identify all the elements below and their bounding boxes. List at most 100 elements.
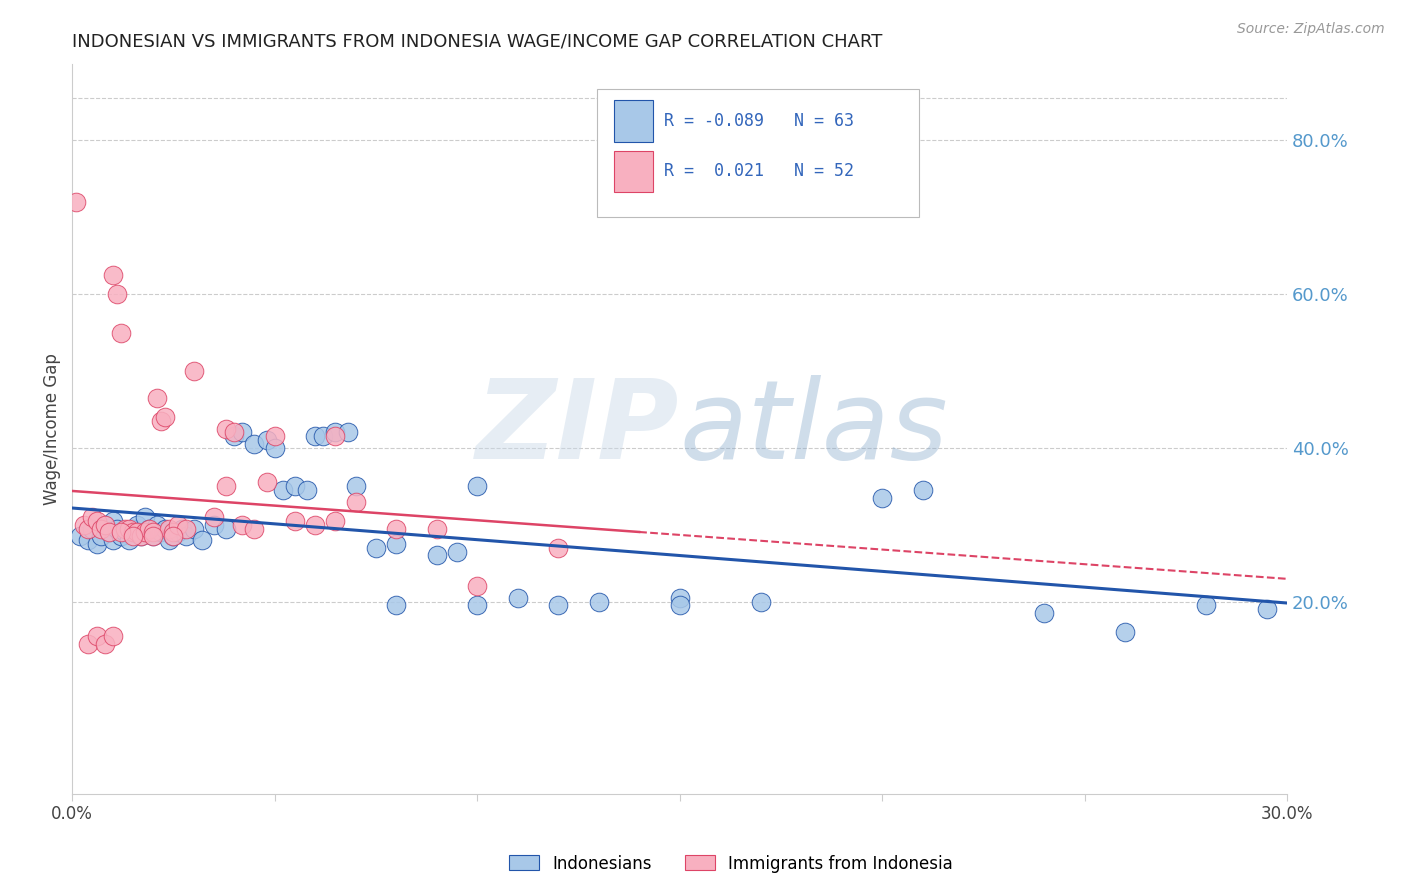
Point	[90, 529, 112, 543]
Point	[870, 491, 893, 505]
FancyBboxPatch shape	[614, 100, 652, 142]
Point	[82, 521, 104, 535]
Point	[426, 549, 449, 563]
Point	[668, 591, 690, 605]
Point	[183, 364, 205, 378]
Point	[215, 421, 238, 435]
Point	[304, 517, 326, 532]
Point	[344, 479, 367, 493]
FancyBboxPatch shape	[614, 151, 652, 193]
Point	[364, 541, 387, 555]
Text: R =  0.021   N = 52: R = 0.021 N = 52	[664, 162, 853, 180]
Point	[146, 517, 169, 532]
Point	[1114, 625, 1136, 640]
Point	[256, 475, 278, 490]
Point	[110, 529, 132, 543]
Point	[114, 521, 136, 535]
Point	[191, 533, 214, 547]
Point	[325, 425, 347, 440]
Point	[105, 521, 128, 535]
Legend: Indonesians, Immigrants from Indonesia: Indonesians, Immigrants from Indonesia	[502, 848, 960, 880]
Text: atlas: atlas	[679, 376, 948, 482]
Point	[325, 429, 347, 443]
Text: INDONESIAN VS IMMIGRANTS FROM INDONESIA WAGE/INCOME GAP CORRELATION CHART: INDONESIAN VS IMMIGRANTS FROM INDONESIA …	[72, 33, 883, 51]
Point	[129, 529, 152, 543]
Point	[547, 599, 569, 613]
Point	[465, 479, 488, 493]
Point	[243, 437, 266, 451]
Point	[86, 514, 108, 528]
Point	[101, 629, 124, 643]
Point	[110, 525, 132, 540]
Point	[157, 533, 180, 547]
Point	[215, 479, 238, 493]
Point	[73, 517, 96, 532]
Point	[312, 429, 335, 443]
Point	[256, 433, 278, 447]
Point	[174, 529, 197, 543]
Point	[170, 521, 193, 535]
Point	[122, 529, 145, 543]
Point	[202, 510, 225, 524]
Point	[77, 533, 100, 547]
Point	[166, 517, 188, 532]
Y-axis label: Wage/Income Gap: Wage/Income Gap	[44, 352, 60, 505]
Point	[69, 529, 91, 543]
Point	[588, 594, 610, 608]
Point	[166, 525, 188, 540]
Text: ZIP: ZIP	[477, 376, 679, 482]
Point	[77, 521, 100, 535]
Point	[138, 521, 160, 535]
Point	[146, 391, 169, 405]
Point	[114, 525, 136, 540]
Point	[93, 517, 115, 532]
Point	[93, 637, 115, 651]
Point	[162, 525, 184, 540]
Point	[93, 517, 115, 532]
Point	[155, 521, 177, 535]
Point	[162, 529, 184, 543]
Point	[125, 517, 148, 532]
Point	[183, 521, 205, 535]
Point	[65, 194, 87, 209]
Point	[162, 529, 184, 543]
Point	[122, 525, 145, 540]
Point	[224, 425, 246, 440]
Point	[231, 425, 253, 440]
Point	[465, 579, 488, 593]
Point	[86, 537, 108, 551]
Point	[97, 525, 120, 540]
FancyBboxPatch shape	[598, 89, 920, 217]
Point	[385, 521, 408, 535]
Point	[284, 479, 307, 493]
Point	[86, 629, 108, 643]
Point	[385, 537, 408, 551]
Point	[446, 544, 468, 558]
Point	[142, 529, 165, 543]
Point	[263, 429, 285, 443]
Point	[118, 521, 141, 535]
Point	[243, 521, 266, 535]
Point	[134, 525, 156, 540]
Point	[142, 525, 165, 540]
Point	[97, 525, 120, 540]
Point	[547, 541, 569, 555]
Point	[426, 521, 449, 535]
Point	[231, 517, 253, 532]
Point	[155, 410, 177, 425]
Point	[749, 594, 772, 608]
Point	[101, 533, 124, 547]
Point	[224, 429, 246, 443]
Point	[77, 637, 100, 651]
Point	[101, 268, 124, 282]
Point	[911, 483, 934, 497]
Point	[295, 483, 318, 497]
Point	[1195, 599, 1218, 613]
Point	[304, 429, 326, 443]
Point	[110, 326, 132, 340]
Point	[150, 525, 173, 540]
Point	[105, 287, 128, 301]
Point	[202, 517, 225, 532]
Point	[82, 510, 104, 524]
Point	[1033, 606, 1056, 620]
